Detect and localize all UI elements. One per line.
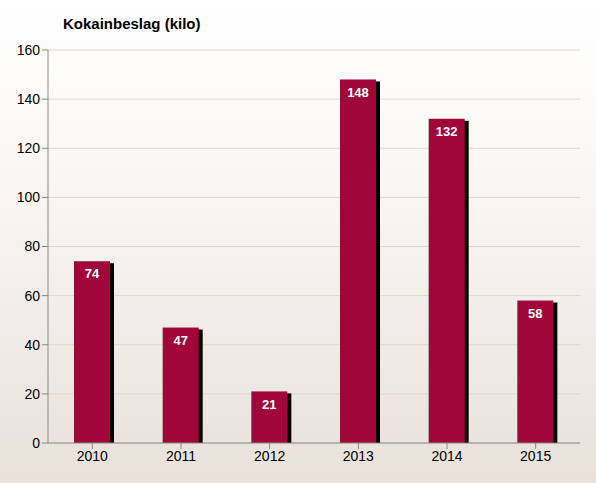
svg-text:0: 0 bbox=[32, 435, 40, 451]
svg-text:2010: 2010 bbox=[77, 448, 108, 464]
svg-text:148: 148 bbox=[347, 85, 369, 100]
svg-text:2015: 2015 bbox=[520, 448, 551, 464]
svg-text:80: 80 bbox=[24, 238, 40, 254]
svg-text:2011: 2011 bbox=[166, 448, 196, 464]
svg-text:120: 120 bbox=[17, 140, 41, 156]
svg-text:100: 100 bbox=[17, 189, 41, 205]
svg-text:20: 20 bbox=[24, 386, 40, 402]
svg-text:58: 58 bbox=[528, 306, 542, 321]
html-text:Kokainbeslag (kilo): Kokainbeslag (kilo) bbox=[63, 15, 201, 32]
svg-text:132: 132 bbox=[436, 124, 458, 139]
svg-text:2013: 2013 bbox=[343, 448, 374, 464]
svg-text:2014: 2014 bbox=[431, 448, 462, 464]
svg-text:160: 160 bbox=[17, 42, 41, 58]
svg-text:74: 74 bbox=[85, 266, 100, 281]
svg-text:47: 47 bbox=[173, 333, 187, 348]
svg-text:2012: 2012 bbox=[254, 448, 285, 464]
svg-text:140: 140 bbox=[17, 91, 41, 107]
svg-text:60: 60 bbox=[24, 288, 40, 304]
svg-text:21: 21 bbox=[262, 397, 276, 412]
svg-text:40: 40 bbox=[24, 337, 40, 353]
